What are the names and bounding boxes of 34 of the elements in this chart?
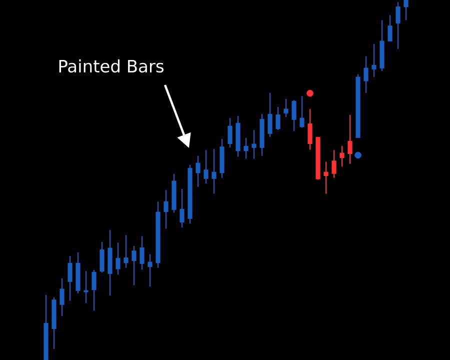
candlestick — [348, 114, 352, 164]
candlestick — [364, 56, 368, 94]
candlestick — [244, 137, 248, 160]
candlestick — [180, 188, 184, 228]
candlestick — [60, 278, 64, 317]
candlestick — [84, 270, 88, 304]
candlestick — [396, 2, 400, 50]
candlestick — [140, 236, 144, 270]
candlestick — [116, 242, 120, 276]
candlestick — [292, 100, 296, 132]
candlestick — [252, 129, 256, 160]
candlestick — [300, 96, 304, 128]
candlestick — [68, 255, 72, 302]
candlestick — [164, 190, 168, 230]
candlestick — [212, 148, 216, 194]
candlestick — [124, 234, 128, 268]
candlestick — [132, 245, 136, 286]
candlestick — [388, 14, 392, 42]
candlestick — [308, 108, 312, 150]
candlestick — [92, 270, 96, 312]
candlestick — [148, 254, 152, 288]
candlestick — [332, 150, 336, 178]
candlestick — [284, 98, 288, 118]
candlestick — [340, 145, 344, 168]
candlestick — [404, 0, 408, 21]
candlestick — [276, 106, 280, 130]
candlestick — [372, 43, 376, 78]
candlestick — [204, 150, 208, 184]
candlestick — [324, 161, 328, 194]
candlestick — [228, 118, 232, 148]
annotation: Painted Bars — [59, 59, 164, 73]
candlestick — [268, 92, 272, 138]
candlestick — [196, 155, 200, 188]
candlestick — [100, 241, 104, 274]
